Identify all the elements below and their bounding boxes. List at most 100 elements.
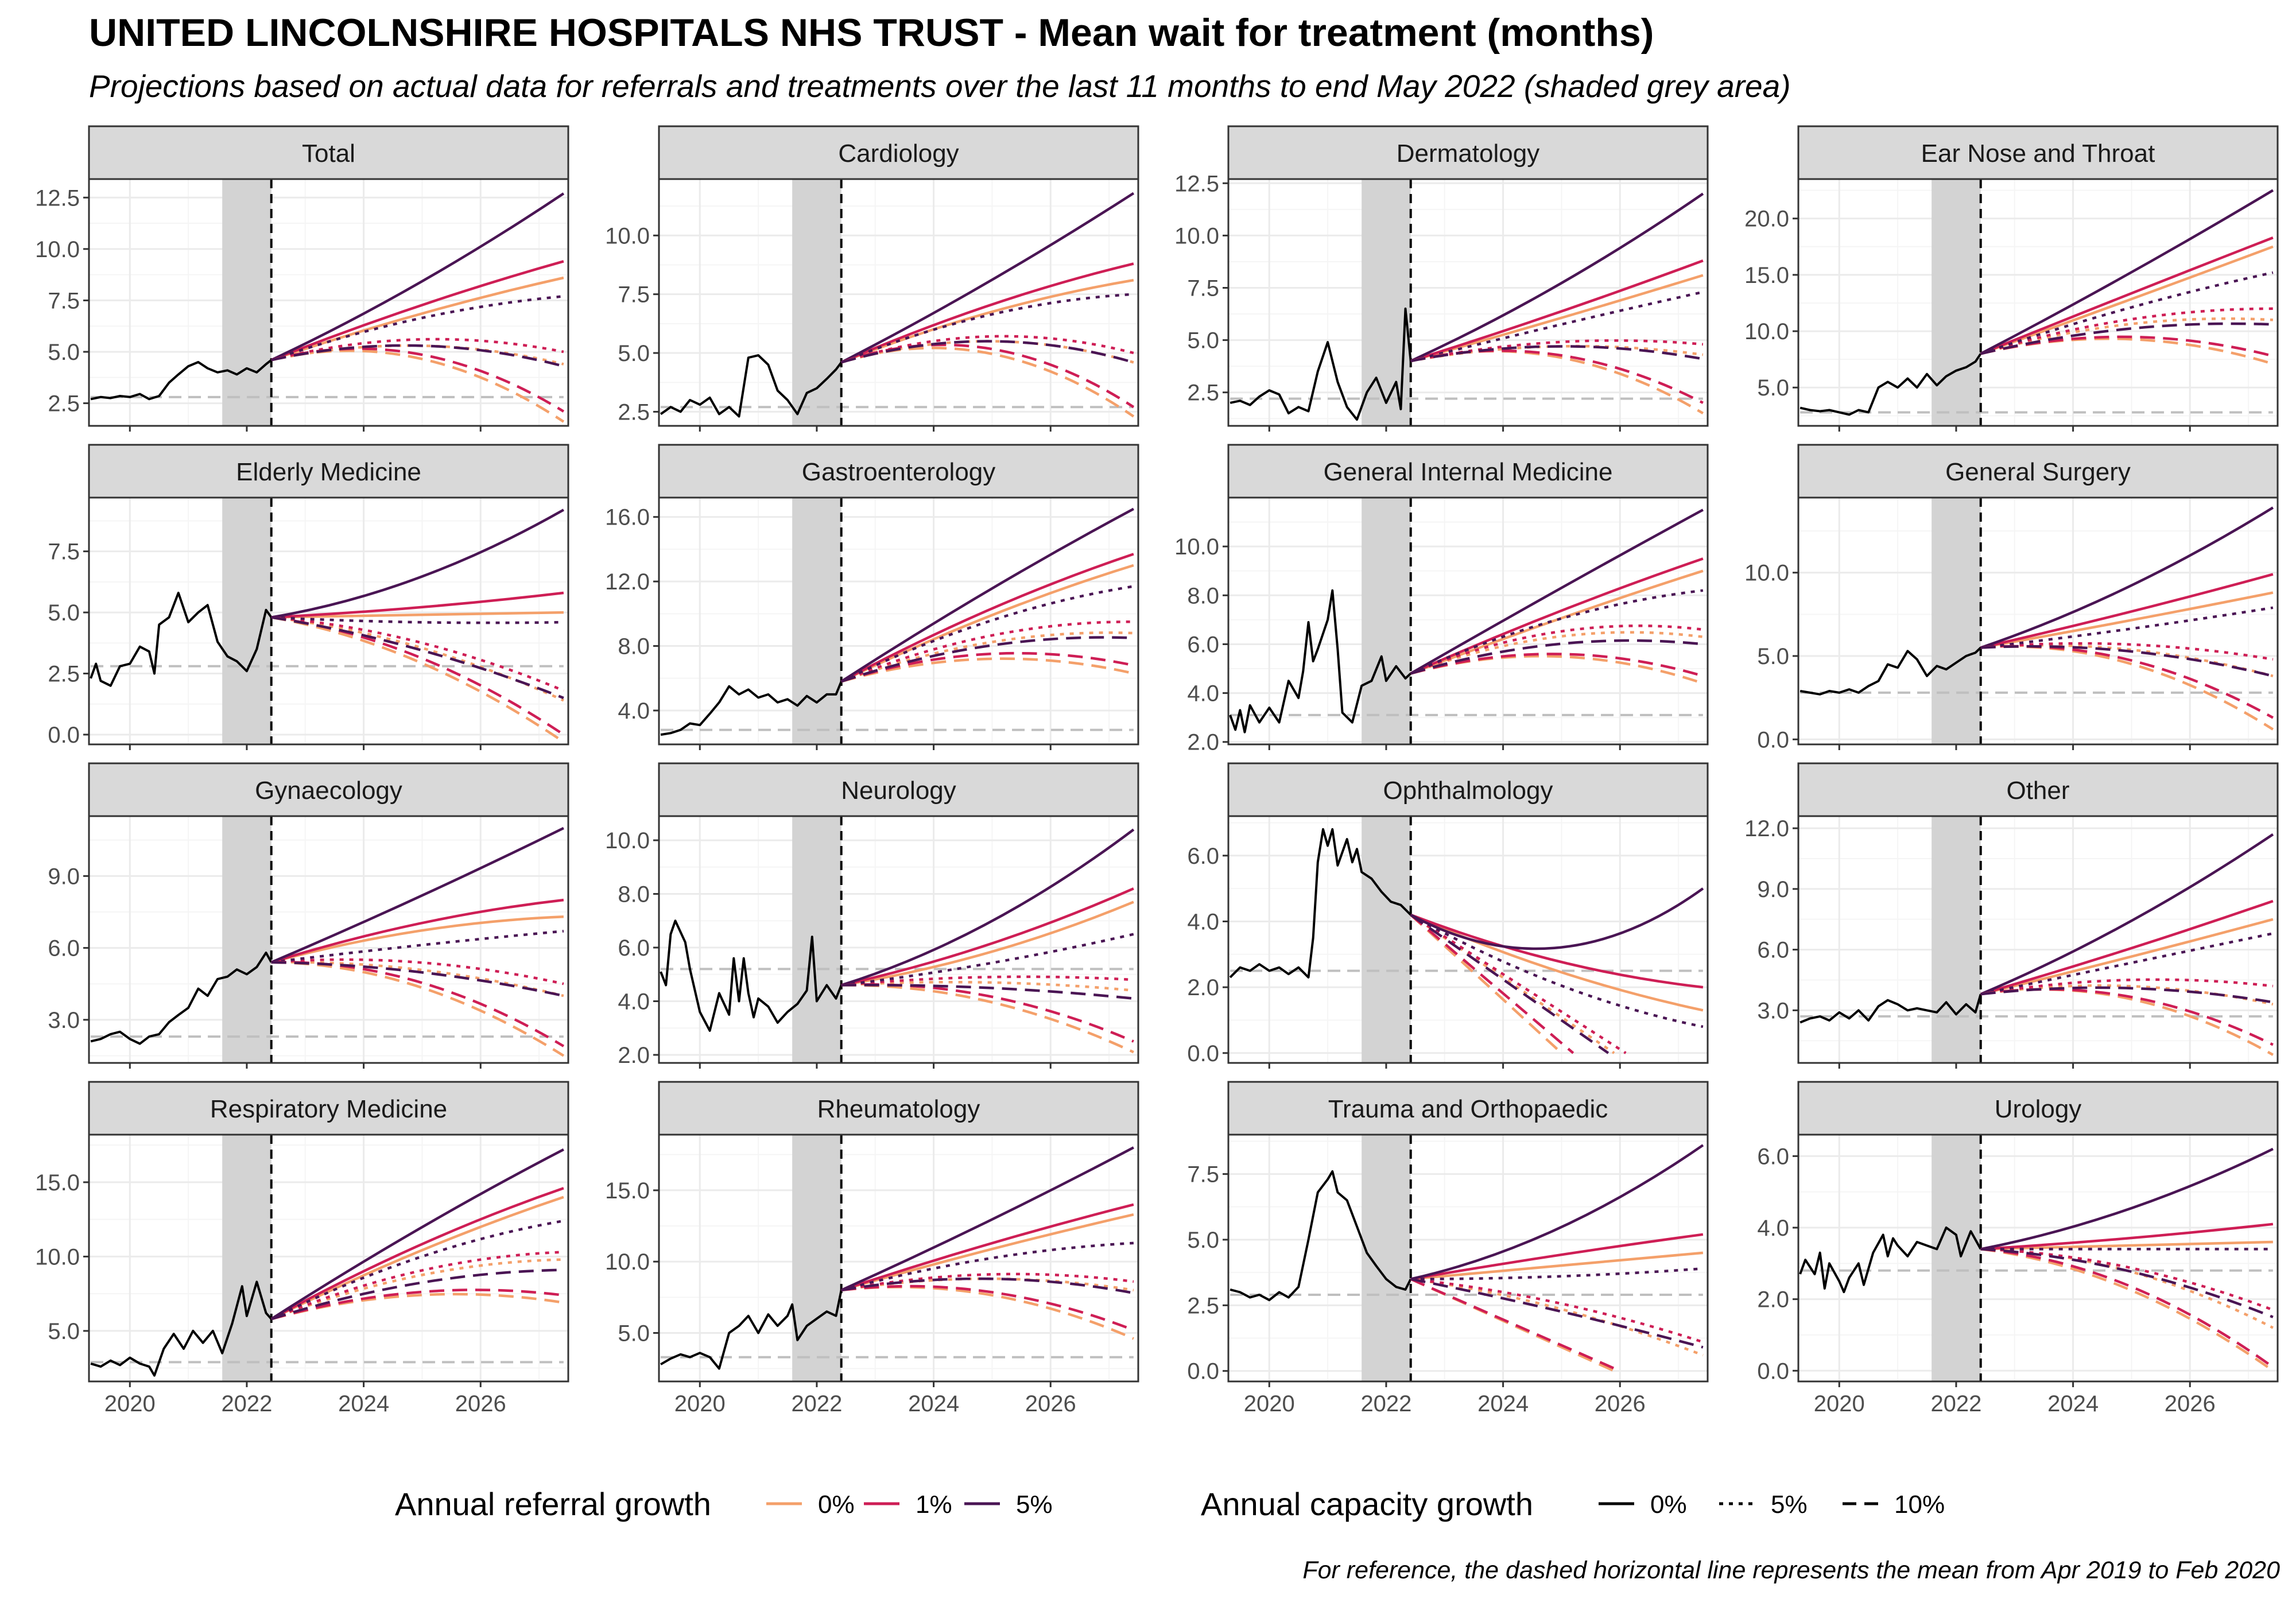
facet-panel-other: Other 3.0 6.0 9.0 12.0 [1744,762,2279,1069]
projection-line-referral-1pct-capacity-0pct [840,262,1134,364]
projection-line-referral-0pct-capacity-5pct [271,616,564,702]
x-tick-label: 2020 [104,1391,156,1416]
projection-line-referral-5pct-capacity-0pct [1980,833,2274,996]
panel-plot-area [659,498,1138,744]
projection-line-referral-5pct-capacity-0pct [1410,509,1704,675]
facet-strip [658,444,1139,499]
projection-line-referral-5pct-capacity-5pct [1980,606,2274,649]
y-tick-label: 6.0 [1187,844,1219,869]
facet-strip [1227,125,1709,180]
facet-panel-ophthalmology: Ophthalmology 0.0 2.0 4.0 6.0 [1187,762,1709,1069]
legend-title-capacity: Annual capacity growth [1201,1486,1533,1522]
panel-background [89,1135,568,1381]
projection-line-referral-5pct-capacity-0pct [1980,506,2274,649]
legend-label-referral: 0% [818,1490,855,1519]
projection-line-referral-0pct-capacity-10pct [841,1286,1134,1340]
projection-line-referral-5pct-capacity-10pct [1980,1248,2274,1318]
projection-line-referral-1pct-capacity-10pct [271,616,565,736]
projection-line-referral-1pct-capacity-0pct [270,260,564,362]
projection-line-referral-1pct-capacity-0pct [1980,899,2274,996]
projection-line-referral-0pct-capacity-0pct [840,278,1134,364]
projection-line-referral-1pct-capacity-10pct [271,347,565,413]
projection-line-referral-0pct-capacity-10pct [1980,988,2274,1056]
legend-label-capacity: 5% [1771,1490,1808,1519]
panel-border [658,178,1139,427]
projection-line-referral-1pct-capacity-0pct [271,591,564,619]
projection-line-referral-1pct-capacity-0pct [270,1187,564,1321]
y-tick-label: 8.0 [618,882,650,907]
facet-panel-general-internal-medicine: General Internal Medicine 2.0 4.0 6.0 8.0 10.… [1174,444,1709,755]
projection-line-referral-5pct-capacity-5pct [840,585,1134,683]
actual-series-line [1799,1226,1982,1294]
y-tick-label: 15.0 [605,1178,650,1204]
y-tick-label: 2.0 [1187,730,1219,755]
projection-line-referral-5pct-capacity-0pct [1980,189,2274,355]
projection-line-referral-5pct-capacity-0pct [270,1148,564,1321]
projection-line-referral-0pct-capacity-0pct [270,1195,564,1321]
shaded-period [1932,498,1981,744]
projection-line-referral-1pct-capacity-10pct [840,343,1135,409]
facet-strip-label: Elderly Medicine [236,458,421,486]
y-tick-label: 15.0 [1744,263,1789,288]
y-tick-label: 10.0 [1744,561,1789,586]
y-tick-label: 12.5 [1174,171,1219,196]
shaded-period [792,816,841,1063]
projection-line-referral-1pct-capacity-0pct [1410,557,1704,675]
x-tick-label: 2022 [221,1391,272,1416]
x-tick-label: 2026 [1595,1391,1646,1416]
projection-line-referral-1pct-capacity-10pct [1980,335,2274,358]
projection-line-referral-0pct-capacity-10pct [1410,350,1704,415]
projection-line-referral-1pct-capacity-10pct [271,961,565,1047]
y-tick-label: 4.0 [1757,1216,1789,1241]
y-tick-label: 0.0 [48,723,80,748]
facet-panel-gynaecology: Gynaecology 3.0 6.0 9.0 [48,762,569,1069]
projection-line-referral-5pct-capacity-5pct [271,616,564,624]
y-tick-label: 0.0 [1187,1359,1219,1384]
y-tick-label: 20.0 [1744,207,1789,232]
projection-line-referral-5pct-capacity-5pct [1980,932,2274,996]
y-tick-label: 3.0 [48,1008,80,1033]
y-tick-label: 2.0 [1187,975,1219,1000]
projection-line-referral-1pct-capacity-0pct [840,1203,1134,1292]
projection-line-referral-0pct-capacity-10pct [271,961,565,1057]
panel-background [1228,498,1708,744]
x-tick-label: 2024 [2047,1391,2099,1416]
chart-caption: For reference, the dashed horizontal lin… [1302,1556,2280,1584]
projection-line-referral-0pct-capacity-0pct [1410,569,1704,675]
panel-plot-area [89,498,568,744]
legend-label-referral: 5% [1016,1490,1053,1519]
facet-strip-label: Urology [1995,1095,2082,1123]
panel-plot-area [89,1135,568,1381]
panel-border [658,1134,1139,1383]
actual-series-line [90,359,272,401]
projection-line-referral-0pct-capacity-10pct [841,657,1134,683]
facet-strip-label: Gynaecology [255,777,402,805]
y-tick-label: 12.5 [35,185,80,211]
projection-line-referral-5pct-capacity-0pct [841,828,1135,987]
projection-line-referral-1pct-capacity-10pct [1410,653,1704,677]
projection-line-referral-5pct-capacity-0pct [840,507,1134,683]
y-tick-label: 5.0 [1757,644,1789,669]
projection-line-referral-1pct-capacity-5pct [841,335,1134,364]
projection-line-referral-1pct-capacity-5pct [1410,624,1704,675]
panel-plot-area [659,816,1138,1063]
y-tick-label: 6.0 [1757,938,1789,963]
y-tick-label: 0.0 [1757,727,1789,752]
projection-line-referral-5pct-capacity-0pct [840,1146,1134,1291]
projection-line-referral-0pct-capacity-5pct [270,1258,564,1321]
projection-line-referral-5pct-capacity-0pct [1980,1147,2274,1251]
y-tick-label: 7.5 [48,539,80,565]
facet-panel-dermatology: Dermatology 2.5 5.0 7.5 10.0 12.5 [1174,125,1709,432]
projection-line-referral-1pct-capacity-5pct [271,958,564,985]
facet-panel-respiratory-medicine: Respiratory Medicine 5.0 10.0 15.0 2020 2022 2… [35,1081,569,1416]
projection-line-referral-5pct-capacity-10pct [271,961,564,997]
facet-strip-label: Gastroenterology [802,458,996,486]
legend: Annual referral growth 0% 1% 5% Annual capac… [395,1486,1945,1522]
panel-border [658,496,1139,746]
actual-series-line [660,1290,843,1370]
shaded-period [222,816,272,1063]
y-tick-label: 4.0 [618,989,650,1015]
actual-series-line [660,354,843,418]
facet-strip [88,762,569,817]
facet-panel-neurology: Neurology 2.0 4.0 6.0 8.0 10.0 [605,762,1139,1069]
